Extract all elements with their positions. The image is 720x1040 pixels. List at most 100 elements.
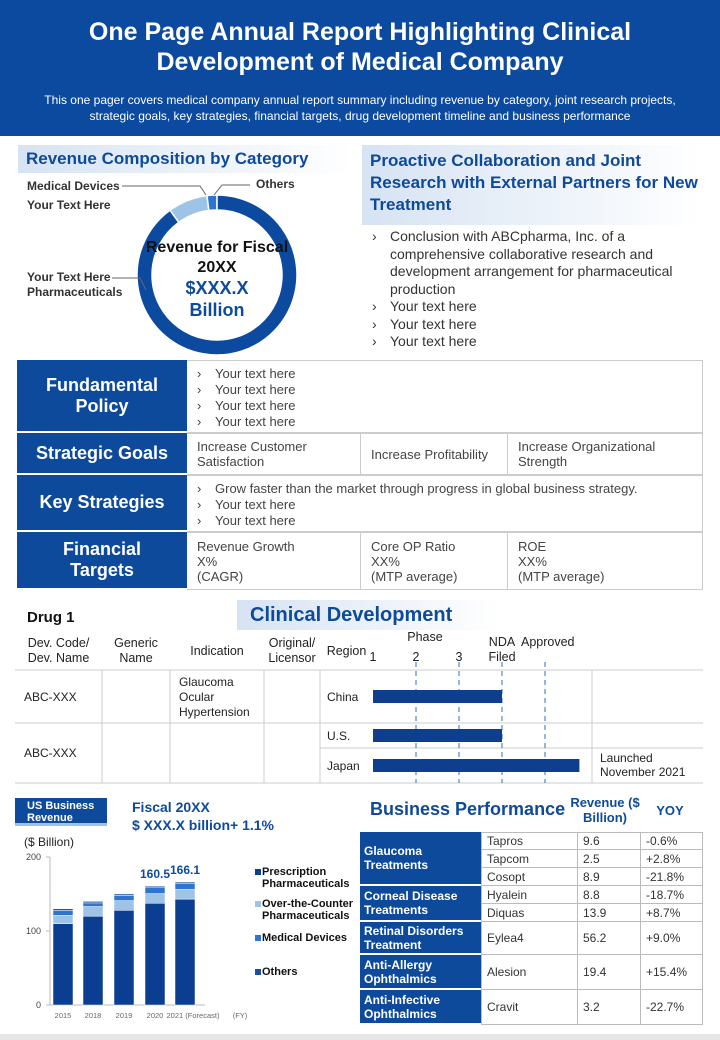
bullets: Your text hereYour text hereYour text he… — [187, 361, 702, 435]
row-label: Fundamental Policy — [17, 360, 187, 433]
region-note: Launched November 2021 — [600, 751, 686, 779]
bullet: Your text here — [195, 497, 694, 513]
bar-segment — [113, 895, 135, 901]
progress-bar — [373, 759, 580, 772]
progress-bar — [373, 690, 502, 703]
row-label: Key Strategies — [17, 475, 187, 532]
donut-label: Others — [256, 177, 295, 191]
cell-line: ROE — [518, 538, 547, 554]
phase-tick-label: 1 — [369, 650, 377, 664]
leader-line — [213, 184, 250, 196]
phase-tick-label: 2 — [412, 650, 420, 664]
row-label: Strategic Goals — [17, 433, 187, 475]
group-cell: Retinal Disorders Treatment — [360, 922, 481, 955]
row-label: Financial Targets — [17, 532, 187, 590]
bar-segment — [82, 902, 104, 907]
donut-center: $XXX.X — [185, 278, 249, 298]
table-cell: Alesion — [481, 955, 578, 990]
column-header: YOY — [656, 803, 684, 818]
cell-line: Revenue Growth — [197, 538, 295, 554]
x-tick-label: 2021 (Forecast) — [167, 1011, 220, 1020]
bullet: Grow faster than the market through prog… — [195, 481, 694, 497]
bullet: Your text here — [370, 298, 700, 316]
table-top — [481, 832, 703, 833]
legend-swatch — [255, 969, 261, 975]
column-header: Revenue ($ Billion) — [570, 795, 640, 825]
collab-list: Conclusion with ABCpharma, Inc. of a com… — [370, 228, 700, 351]
bar-segment — [144, 893, 166, 904]
table-cell: +9.0% — [641, 922, 703, 955]
chart-subtitle: Fiscal 20XX — [132, 799, 210, 815]
total-label: 166.1 — [170, 863, 200, 877]
indication: Glaucoma Ocular Hypertension — [179, 675, 250, 719]
collab-title: Proactive Collaboration and Joint Resear… — [370, 151, 698, 214]
y-axis-label: ($ Billion) — [24, 835, 74, 849]
donut-label: Medical Devices — [27, 179, 120, 193]
legend-label: Others — [262, 966, 298, 978]
bullet: Your text here — [370, 316, 700, 334]
y-tick-label: 0 — [36, 1000, 41, 1010]
y-tick-label: 200 — [26, 852, 41, 862]
table-cell: -22.7% — [641, 990, 703, 1025]
bar-segment — [174, 881, 196, 884]
bar-segment — [174, 889, 196, 900]
table-cell: 2.5 — [578, 850, 641, 868]
business-title: Business Performance — [370, 799, 566, 819]
sub-cell: ROE XX% (MTP average) — [507, 533, 703, 589]
donut-segment — [136, 194, 298, 356]
bar-segment — [144, 887, 166, 894]
chart-tag: US Business Revenue — [15, 798, 107, 826]
legend-label: Over-the-Counter Pharmaceuticals — [262, 898, 354, 922]
bullet: Your text here — [195, 513, 694, 529]
donut-segment — [206, 194, 218, 212]
sub-cell: Increase Customer Satisfaction — [187, 434, 360, 474]
phase-tick-label: Approved — [521, 635, 575, 649]
table-cell: 9.6 — [578, 832, 641, 850]
table-cell: 56.2 — [578, 922, 641, 955]
progress-bar — [373, 729, 502, 742]
sub-cell: Revenue Growth X% (CAGR) — [187, 533, 360, 589]
collab-title-bg — [362, 145, 702, 225]
region: Japan — [327, 758, 360, 773]
donut-note: Your Text Here — [27, 198, 111, 212]
table-cell: +8.7% — [641, 904, 703, 922]
legend-swatch — [255, 869, 261, 875]
table-cell: 19.4 — [578, 955, 641, 990]
bar-segment — [113, 900, 135, 911]
table-cell: 8.9 — [578, 868, 641, 886]
phase-tick-label: 3 — [455, 650, 463, 664]
donut-label: Pharmaceuticals — [27, 285, 123, 299]
group-cell: Anti-Allergy Ophthalmics — [360, 955, 481, 990]
table-cell: +2.8% — [641, 850, 703, 868]
leader-line — [112, 277, 147, 291]
total-label: 160.5 — [140, 867, 170, 881]
bar-segment — [144, 903, 166, 1006]
table-cell: Tapros — [481, 832, 578, 850]
bar-segment — [113, 910, 135, 1006]
donut-chart — [112, 184, 298, 356]
region: U.S. — [327, 728, 351, 743]
bar-segment — [82, 906, 104, 917]
bar-segment — [144, 885, 166, 888]
bar-segment — [174, 898, 196, 1006]
row-label-text: Key Strategies — [39, 492, 165, 512]
subtitle: This one pager covers medical company an… — [44, 93, 676, 123]
table-cell: Hyalein — [481, 886, 578, 904]
dev-code: ABC-XXX — [24, 746, 77, 760]
legend-label: Medical Devices — [262, 932, 347, 944]
column-header: Original/ Licensor — [268, 636, 316, 665]
table-cell: Diquas — [481, 904, 578, 922]
group-cell: Anti-Infective Ophthalmics — [360, 990, 481, 1025]
x-tick-label: 2019 — [116, 1011, 133, 1020]
bar-segment — [52, 910, 74, 916]
cell-line: (MTP average) — [518, 568, 605, 584]
cell-line: Increase Organizational Strength — [518, 439, 656, 469]
sub-cell: Increase Profitability — [360, 434, 507, 474]
row-cell: Increase Customer Satisfaction Increase P… — [187, 433, 703, 475]
bullet: Your text here — [195, 398, 694, 414]
table-cell: 8.8 — [578, 886, 641, 904]
row-label-text: Financial Targets — [62, 539, 142, 580]
bar-segment — [82, 901, 104, 904]
sub-cell: Increase Organizational Strength — [507, 434, 703, 474]
